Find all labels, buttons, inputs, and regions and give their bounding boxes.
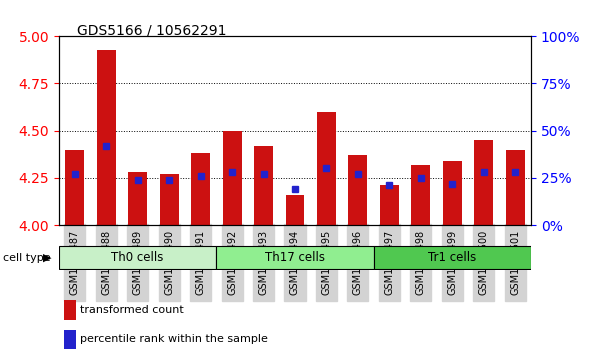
Bar [222, 131, 241, 225]
Bar [380, 185, 399, 225]
Bar [474, 140, 493, 225]
Bar [64, 300, 76, 320]
Bar [317, 112, 336, 225]
Bar [286, 195, 304, 225]
Text: cell type: cell type [3, 253, 51, 263]
Bar [254, 146, 273, 225]
Bar [443, 161, 462, 225]
Bar [64, 330, 76, 349]
Bar [411, 165, 430, 225]
Text: Th0 cells: Th0 cells [112, 251, 164, 264]
Text: Th17 cells: Th17 cells [265, 251, 325, 264]
FancyBboxPatch shape [373, 246, 531, 269]
Text: percentile rank within the sample: percentile rank within the sample [80, 334, 268, 344]
Bar [160, 174, 179, 225]
Bar [97, 49, 116, 225]
Bar [65, 150, 84, 225]
FancyBboxPatch shape [59, 246, 217, 269]
FancyBboxPatch shape [217, 246, 373, 269]
Bar [349, 155, 368, 225]
Bar [191, 153, 210, 225]
Text: GDS5166 / 10562291: GDS5166 / 10562291 [77, 24, 226, 38]
Text: transformed count: transformed count [80, 305, 184, 315]
Text: Tr1 cells: Tr1 cells [428, 251, 477, 264]
Bar [128, 172, 147, 225]
Text: ▶: ▶ [42, 253, 51, 263]
Bar [506, 150, 525, 225]
